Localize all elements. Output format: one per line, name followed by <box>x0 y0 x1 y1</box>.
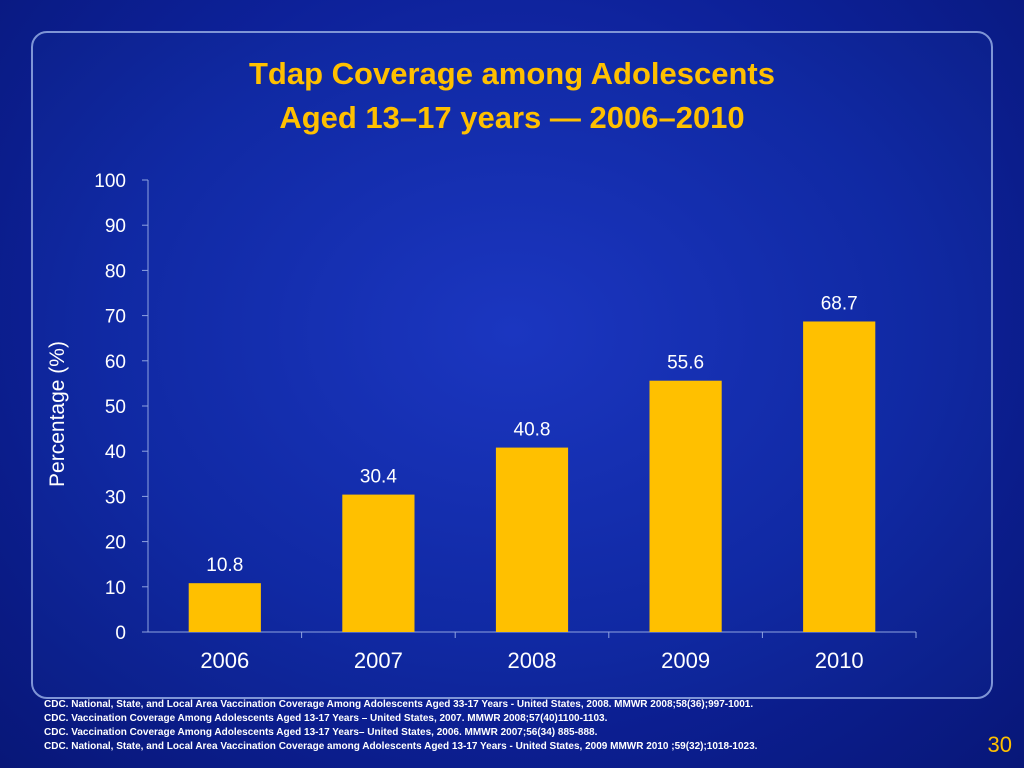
bar-chart: 0 10 20 30 40 50 60 70 80 90 100 Percentage (%) 10.8… <box>46 171 917 673</box>
x-tick-label: 2006 <box>200 648 249 673</box>
data-label: 30.4 <box>360 467 397 488</box>
reference-line: CDC. National, State, and Local Area Vac… <box>44 741 758 752</box>
y-tick-label: 70 <box>105 307 126 328</box>
bar-2010 <box>803 321 876 632</box>
x-tick-label: 2007 <box>354 648 403 673</box>
data-label: 10.8 <box>206 555 243 576</box>
y-tick-label: 40 <box>105 442 126 463</box>
bar-2007 <box>342 494 415 632</box>
y-tick-label: 90 <box>105 216 126 237</box>
data-label: 40.8 <box>514 420 551 441</box>
y-tick-label: 20 <box>105 533 126 554</box>
x-tick-label: 2010 <box>815 648 864 673</box>
y-tick-label: 100 <box>94 171 126 192</box>
y-tick-label: 0 <box>115 623 126 644</box>
data-label: 55.6 <box>667 353 704 374</box>
title-line-1: Tdap Coverage among Adolescents <box>249 56 775 91</box>
y-tick-label: 10 <box>105 578 126 599</box>
y-axis-label: Percentage (%) <box>46 341 69 487</box>
bar-2009 <box>649 380 722 632</box>
data-label: 68.7 <box>821 293 858 314</box>
references: CDC. National, State, and Local Area Vac… <box>44 698 944 754</box>
x-tick-label: 2008 <box>508 648 557 673</box>
y-tick-label: 50 <box>105 397 126 418</box>
x-tick-label: 2009 <box>661 648 710 673</box>
reference-line: CDC. Vaccination Coverage Among Adolesce… <box>44 727 598 738</box>
y-tick-label: 30 <box>105 487 126 508</box>
bar-2008 <box>495 447 569 632</box>
chart-title: Tdap Coverage among Adolescents Aged 13–… <box>0 52 1024 140</box>
title-line-2: Aged 13–17 years — 2006–2010 <box>279 100 745 135</box>
y-tick-label: 80 <box>105 261 126 282</box>
y-tick-label: 60 <box>105 352 126 373</box>
reference-line: CDC. Vaccination Coverage Among Adolesce… <box>44 713 608 724</box>
bar-2006 <box>188 583 261 632</box>
page-number: 30 <box>987 732 1012 757</box>
reference-line: CDC. National, State, and Local Area Vac… <box>44 699 754 710</box>
